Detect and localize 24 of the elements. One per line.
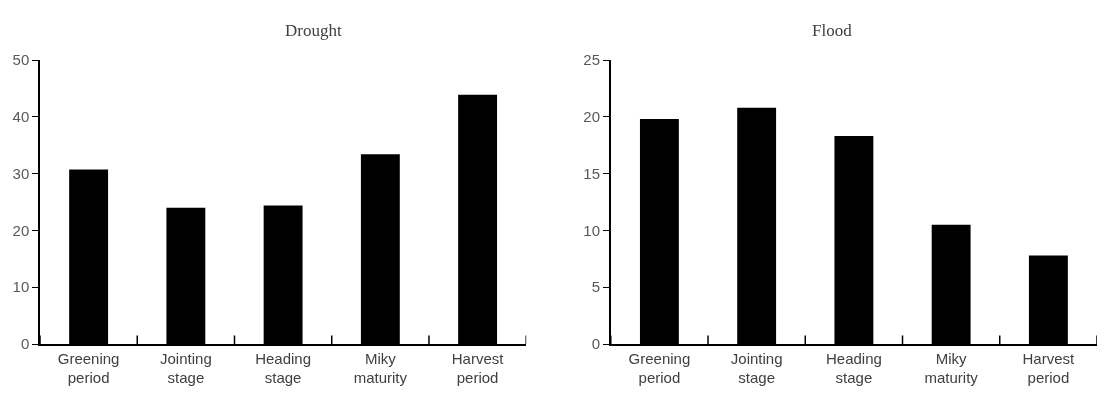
x-tick-label: Jointing stage (160, 349, 212, 387)
y-tick-label: 10 (583, 221, 601, 239)
x-tick-label: Miky maturity (924, 349, 979, 387)
x-tick-label: Heading stage (825, 349, 882, 387)
chart-title: Flood (812, 21, 853, 40)
x-tick-label: Harvest period (451, 349, 505, 387)
y-tick-label: 15 (583, 164, 601, 182)
y-tick-label: 10 (12, 278, 30, 296)
y-tick-label: 30 (12, 164, 30, 182)
x-tick-label: Harvest period (1022, 349, 1076, 387)
x-tick-label: Greening period (57, 349, 120, 387)
y-tick-label: 20 (583, 108, 601, 126)
x-tick-label: Jointing stage (730, 349, 783, 387)
chart-title: Drought (285, 21, 342, 40)
y-tick-label: 0 (20, 335, 30, 353)
x-tick-label: Greening period (628, 349, 691, 387)
y-tick-label: 25 (583, 51, 601, 69)
y-tick-label: 0 (591, 335, 601, 353)
x-tick-label: Heading stage (255, 349, 312, 387)
y-tick-label: 5 (591, 278, 601, 296)
x-tick-label: Miky maturity (353, 349, 408, 387)
y-tick-label: 40 (12, 108, 30, 126)
y-tick-label: 20 (12, 221, 30, 239)
y-tick-label: 50 (12, 51, 30, 69)
